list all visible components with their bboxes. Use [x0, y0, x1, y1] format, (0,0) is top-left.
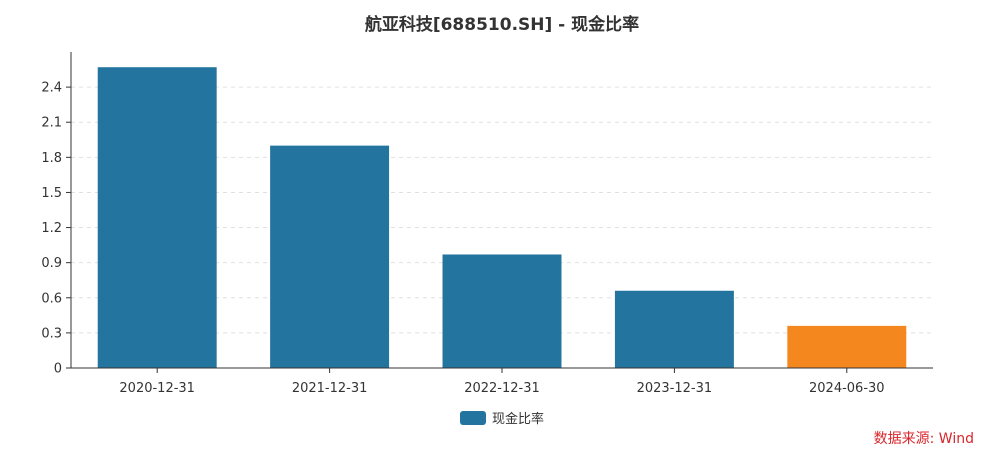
y-tick-label: 1.2 — [41, 221, 62, 236]
source-note: 数据来源: Wind — [873, 431, 974, 447]
bars — [97, 67, 907, 368]
bar — [614, 290, 734, 368]
x-tick-label: 2021-12-31 — [292, 381, 368, 396]
x-tick-label: 2022-12-31 — [464, 381, 540, 396]
x-tick-label: 2023-12-31 — [637, 381, 713, 396]
bar — [97, 67, 217, 368]
chart-title: 航亚科技[688510.SH] - 现金比率 — [364, 15, 640, 35]
y-tick-labels: 0 0.3 0.6 0.9 1.2 1.5 1.8 2.1 2.4 — [41, 81, 62, 377]
legend-label: 现金比率 — [491, 412, 544, 427]
axes — [66, 52, 933, 373]
y-tick-label: 0 — [54, 362, 62, 377]
y-tick-label: 1.8 — [41, 151, 62, 166]
bar — [442, 254, 562, 368]
y-tick-label: 0.6 — [41, 291, 62, 306]
x-tick-label: 2020-12-31 — [119, 381, 195, 396]
legend-swatch — [459, 410, 486, 425]
x-tick-labels: 2020-12-31 2021-12-31 2022-12-31 2023-12-31… — [119, 381, 884, 396]
bar — [270, 145, 390, 368]
legend[interactable]: 现金比率 — [0, 408, 1004, 427]
bar — [787, 325, 907, 368]
y-tick-label: 0.9 — [41, 256, 62, 271]
y-tick-label: 2.1 — [41, 116, 62, 131]
y-tick-label: 0.3 — [41, 326, 62, 341]
x-tick-label: 2024-06-30 — [809, 381, 885, 396]
y-tick-label: 1.5 — [41, 186, 62, 201]
y-tick-label: 2.4 — [41, 81, 62, 96]
